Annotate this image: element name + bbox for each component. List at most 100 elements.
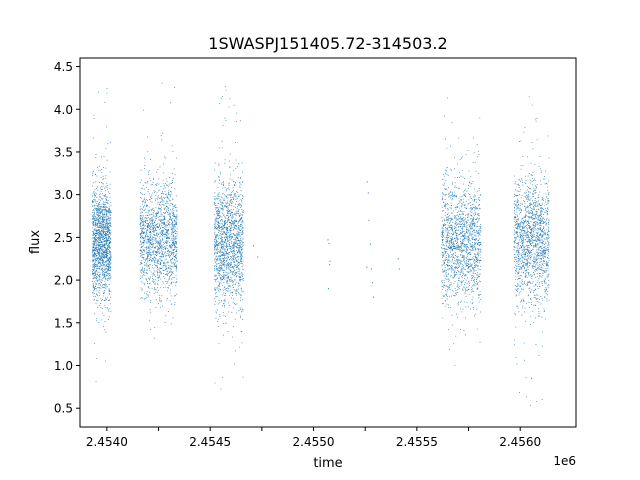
data-point: [161, 199, 163, 201]
data-point: [217, 223, 218, 225]
data-point: [173, 238, 175, 239]
data-point: [93, 210, 95, 212]
data-point: [108, 237, 110, 239]
data-point: [141, 254, 142, 256]
data-point: [151, 239, 152, 241]
data-point: [225, 227, 227, 229]
data-point: [95, 277, 96, 279]
data-point: [103, 300, 105, 301]
data-point: [150, 246, 151, 248]
data-point: [214, 257, 216, 259]
data-point: [155, 228, 157, 230]
data-point: [106, 221, 108, 222]
data-point: [154, 254, 156, 256]
data-point: [158, 280, 160, 281]
data-point: [472, 288, 473, 290]
data-point: [217, 228, 219, 230]
data-point: [229, 182, 230, 184]
data-point: [165, 247, 167, 249]
data-point: [173, 231, 175, 233]
data-point: [240, 178, 242, 179]
data-point: [93, 262, 95, 264]
data-point: [167, 236, 169, 238]
data-point: [101, 217, 103, 219]
data-point: [156, 198, 158, 200]
data-point: [158, 248, 160, 250]
data-point: [152, 223, 154, 225]
data-point: [236, 237, 238, 239]
data-point: [478, 276, 479, 278]
data-point: [238, 250, 240, 252]
data-point: [222, 209, 224, 211]
data-point: [240, 331, 242, 332]
data-point: [141, 269, 142, 270]
data-point: [233, 259, 235, 260]
data-point: [241, 255, 243, 257]
data-point: [227, 214, 229, 216]
data-point: [236, 247, 237, 249]
data-point: [228, 203, 230, 205]
data-point: [220, 299, 222, 301]
data-point: [165, 240, 167, 242]
data-point: [172, 242, 173, 244]
data-point: [107, 234, 109, 236]
data-point: [234, 221, 235, 223]
data-point: [158, 243, 160, 244]
data-point: [172, 228, 173, 230]
data-point: [223, 181, 225, 183]
data-point: [227, 276, 229, 278]
data-point: [98, 182, 100, 183]
data-point: [143, 269, 145, 271]
data-point: [214, 241, 216, 243]
data-point: [165, 212, 166, 213]
data-point: [101, 247, 103, 249]
data-point: [155, 299, 157, 301]
data-point: [174, 240, 176, 242]
data-point: [93, 299, 95, 301]
data-point: [170, 258, 172, 260]
data-point: [144, 197, 146, 199]
data-point: [166, 184, 167, 186]
data-point: [170, 218, 172, 220]
data-point: [175, 224, 177, 225]
data-point: [165, 245, 167, 247]
data-point: [147, 171, 149, 173]
data-point: [217, 251, 219, 253]
data-point: [460, 206, 462, 208]
data-point: [218, 215, 220, 216]
data-point: [171, 258, 173, 260]
data-point: [147, 205, 148, 206]
data-point: [105, 299, 107, 301]
data-point: [96, 294, 98, 295]
data-point: [147, 226, 149, 227]
data-point: [168, 254, 170, 255]
data-point: [140, 211, 142, 213]
data-point: [163, 263, 164, 265]
data-point: [239, 275, 241, 277]
data-point: [99, 258, 101, 260]
data-point: [466, 248, 468, 249]
data-point: [217, 209, 219, 211]
data-point: [216, 207, 217, 209]
data-point: [227, 262, 229, 264]
data-point: [94, 213, 95, 215]
data-point: [152, 225, 154, 227]
data-point: [141, 254, 143, 256]
data-point: [100, 264, 102, 266]
data-point: [158, 190, 160, 192]
data-point: [96, 260, 98, 261]
data-point: [235, 239, 237, 241]
data-point: [242, 244, 244, 246]
data-point: [163, 254, 165, 256]
data-point: [223, 264, 225, 266]
data-point: [102, 227, 104, 229]
data-point: [96, 219, 98, 221]
data-point: [448, 187, 449, 189]
data-point: [151, 220, 153, 222]
data-point: [218, 176, 220, 178]
data-point: [98, 253, 100, 255]
data-point: [95, 224, 97, 225]
data-point: [106, 256, 107, 258]
data-point: [109, 270, 111, 271]
data-point: [166, 237, 168, 239]
